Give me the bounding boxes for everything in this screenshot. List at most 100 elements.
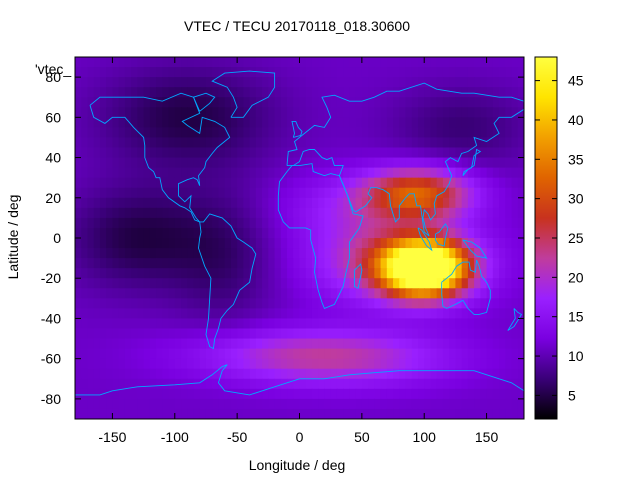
heatmap-cell [199,227,207,239]
heatmap-cell [81,278,89,289]
heatmap-cell [205,107,213,118]
heatmap-cell [349,157,357,169]
heatmap-cell [299,398,307,410]
heatmap-cell [255,87,263,98]
heatmap-cell [243,258,251,269]
heatmap-cell [124,328,132,340]
heatmap-cell [449,248,457,259]
heatmap-cell [405,298,413,309]
heatmap-cell [336,388,344,400]
heatmap-cell [442,258,450,269]
heatmap-cell [405,288,413,299]
heatmap-cell [380,217,388,229]
heatmap-cell [455,268,463,279]
heatmap-cell [517,248,524,259]
heatmap-cell [106,368,114,380]
heatmap-cell [274,328,282,340]
heatmap-cell [467,318,475,330]
heatmap-cell [99,328,107,340]
heatmap-cell [442,177,450,189]
heatmap-cell [480,358,488,370]
heatmap-cell [268,107,276,118]
heatmap-cell [274,177,282,189]
heatmap-cell [330,127,338,139]
heatmap-cell [162,248,170,259]
heatmap-cell [75,157,82,169]
heatmap-cell [181,388,188,400]
heatmap-cell [243,227,251,239]
heatmap-cell [124,67,132,78]
heatmap-cell [311,187,319,199]
heatmap-cell [75,308,82,320]
heatmap-cell [336,408,344,419]
heatmap-cell [243,67,251,78]
heatmap-cell [517,278,524,289]
heatmap-cell [168,97,176,108]
heatmap-cell [449,127,457,139]
heatmap-cell [287,127,294,139]
colorbar-tick-label: 15 [568,309,584,325]
coastline-australia [441,259,491,315]
heatmap-cell [299,87,307,98]
heatmap-cell [467,408,475,419]
heatmap-cell [517,187,524,199]
heatmap-cell [399,97,407,108]
heatmap-cell [293,408,301,419]
heatmap-cell [505,57,513,68]
heatmap-cell [168,268,176,279]
heatmap-cell [430,177,438,189]
heatmap-cell [355,268,363,279]
heatmap-cell [149,388,157,400]
heatmap-cell [511,187,519,199]
heatmap-cell [99,127,107,139]
heatmap-cell [368,97,375,108]
heatmap-cell [474,157,481,169]
heatmap-cell [112,298,120,309]
heatmap-cell [405,187,413,199]
heatmap-cell [106,248,114,259]
heatmap-cell [255,117,263,128]
heatmap-cell [243,157,251,169]
heatmap-cell [330,328,338,340]
heatmap-cell [87,318,95,330]
heatmap-cell [474,338,481,350]
heatmap-cell [368,408,375,419]
heatmap-cell [237,278,244,289]
heatmap-cell [305,398,313,410]
heatmap-cell [75,248,82,259]
heatmap-cell [349,227,357,239]
heatmap-cell [517,398,524,410]
heatmap-cell [137,177,145,189]
heatmap-cell [318,308,326,320]
heatmap-cell [467,167,475,179]
heatmap-cell [168,388,176,400]
heatmap-cell [149,147,157,159]
heatmap-cell [330,408,338,419]
heatmap-cell [305,358,313,370]
heatmap-cell [187,368,195,380]
heatmap-cell [99,177,107,189]
heatmap-cell [87,238,95,249]
heatmap-cell [118,127,126,139]
heatmap-cell [461,368,469,380]
heatmap-cell [436,67,444,78]
heatmap-cell [480,298,488,309]
heatmap-cell [255,238,263,249]
heatmap-cell [336,57,344,68]
heatmap-cell [417,127,425,139]
heatmap-cell [411,378,419,390]
heatmap-cell [243,368,251,380]
heatmap-cell [87,127,95,139]
heatmap-cell [199,167,207,179]
heatmap-cell [324,298,332,309]
heatmap-cell [143,298,151,309]
heatmap-cell [187,268,195,279]
heatmap-cell [181,197,188,209]
heatmap-cell [467,258,475,269]
heatmap-cell [318,278,326,289]
heatmap-cell [330,388,338,400]
heatmap-cell [162,378,170,390]
heatmap-cell [436,258,444,269]
heatmap-cell [461,328,469,340]
heatmap-cell [368,338,375,350]
